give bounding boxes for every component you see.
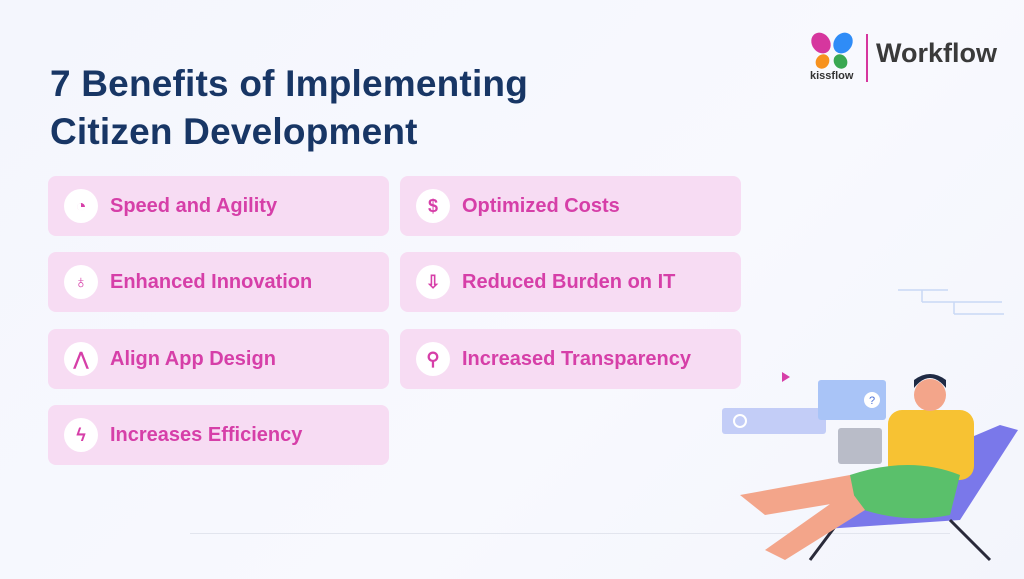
title-line-2: Citizen Development — [50, 111, 418, 152]
logo-brand-text: kissflow — [810, 70, 854, 82]
benefit-card: ♁ Enhanced Innovation — [48, 252, 389, 312]
download-box-icon: ⇩ — [416, 265, 450, 299]
logo-product-text: Workflow — [876, 38, 997, 68]
logo-petal-icon — [829, 28, 857, 58]
benefit-card: $ Optimized Costs — [400, 176, 741, 236]
loading-card-icon — [722, 408, 826, 434]
logo-petal-icon — [812, 51, 833, 72]
laptop-icon — [838, 428, 882, 464]
pin-icon: ⚲ — [416, 342, 450, 376]
person-legs — [740, 475, 865, 560]
logo-petal-icon — [807, 28, 835, 58]
benefit-card: ⇩ Reduced Burden on IT — [400, 252, 741, 312]
lightbulb-icon: ♁ — [64, 265, 98, 299]
title-line-1: 7 Benefits of Implementing — [50, 63, 529, 104]
person-head — [914, 379, 946, 411]
person-shorts — [850, 465, 960, 519]
kissflow-workflow-logo: kissflow Workflow — [807, 28, 1008, 82]
page-title: 7 Benefits of Implementing Citizen Devel… — [50, 60, 528, 156]
benefit-card: ϟ Increases Efficiency — [48, 405, 389, 465]
dollar-icon: $ — [416, 189, 450, 223]
logo-divider — [866, 34, 868, 82]
benefit-card: ⚲ Increased Transparency — [400, 329, 741, 389]
logo-petal-icon — [830, 51, 851, 72]
lightning-icon: ϟ — [64, 418, 98, 452]
benefit-label: Reduced Burden on IT — [462, 270, 676, 293]
benefit-card: ◔ Speed and Agility — [48, 176, 389, 236]
benefit-label: Speed and Agility — [110, 194, 278, 217]
floor-line — [190, 533, 950, 534]
benefit-label: Increases Efficiency — [110, 423, 303, 446]
triangle-decoration — [782, 372, 790, 382]
help-card-icon — [818, 380, 886, 420]
person-with-laptop-illustration: ? — [722, 289, 1018, 562]
benefit-label: Align App Design — [110, 347, 276, 370]
benefit-card: ⋀ Align App Design — [48, 329, 389, 389]
benefit-label: Optimized Costs — [462, 194, 620, 217]
brick-wall-decoration — [898, 289, 1004, 315]
speedometer-icon: ◔ — [64, 189, 98, 223]
benefit-label: Increased Transparency — [462, 347, 692, 370]
svg-text:?: ? — [869, 395, 875, 407]
benefit-label: Enhanced Innovation — [110, 270, 313, 293]
person-shirt — [888, 410, 974, 480]
compass-icon: ⋀ — [64, 342, 98, 376]
